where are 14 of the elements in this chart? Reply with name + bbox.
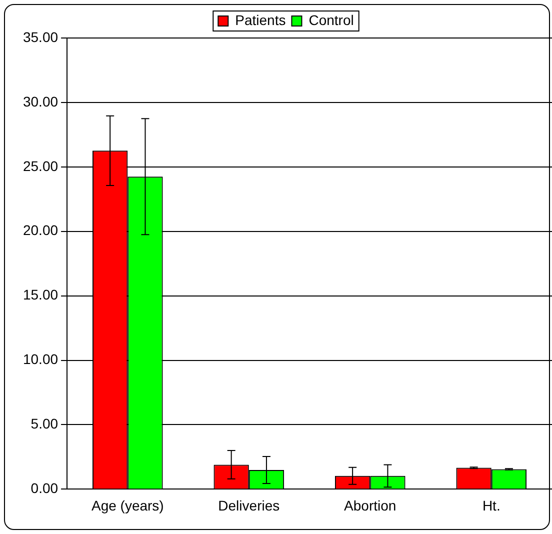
y-tick-label: 30.00 <box>22 93 58 110</box>
y-tick-label: 5.00 <box>30 416 58 432</box>
legend-label: Control <box>308 12 354 28</box>
y-tick-label: 35.00 <box>22 28 58 45</box>
y-tick-label: 20.00 <box>22 222 58 238</box>
x-tick-label: Ht. <box>482 497 500 514</box>
y-tick-label: 0.00 <box>30 480 58 496</box>
legend-label: Patients <box>235 12 286 28</box>
y-tick-label: 25.00 <box>22 158 58 174</box>
x-tick-label: Abortion <box>344 497 396 514</box>
x-tick-label: Deliveries <box>218 497 280 514</box>
y-tick-label: 15.00 <box>22 286 58 303</box>
y-tick-label: 10.00 <box>22 351 58 368</box>
x-tick-label: Age (years) <box>91 497 164 514</box>
